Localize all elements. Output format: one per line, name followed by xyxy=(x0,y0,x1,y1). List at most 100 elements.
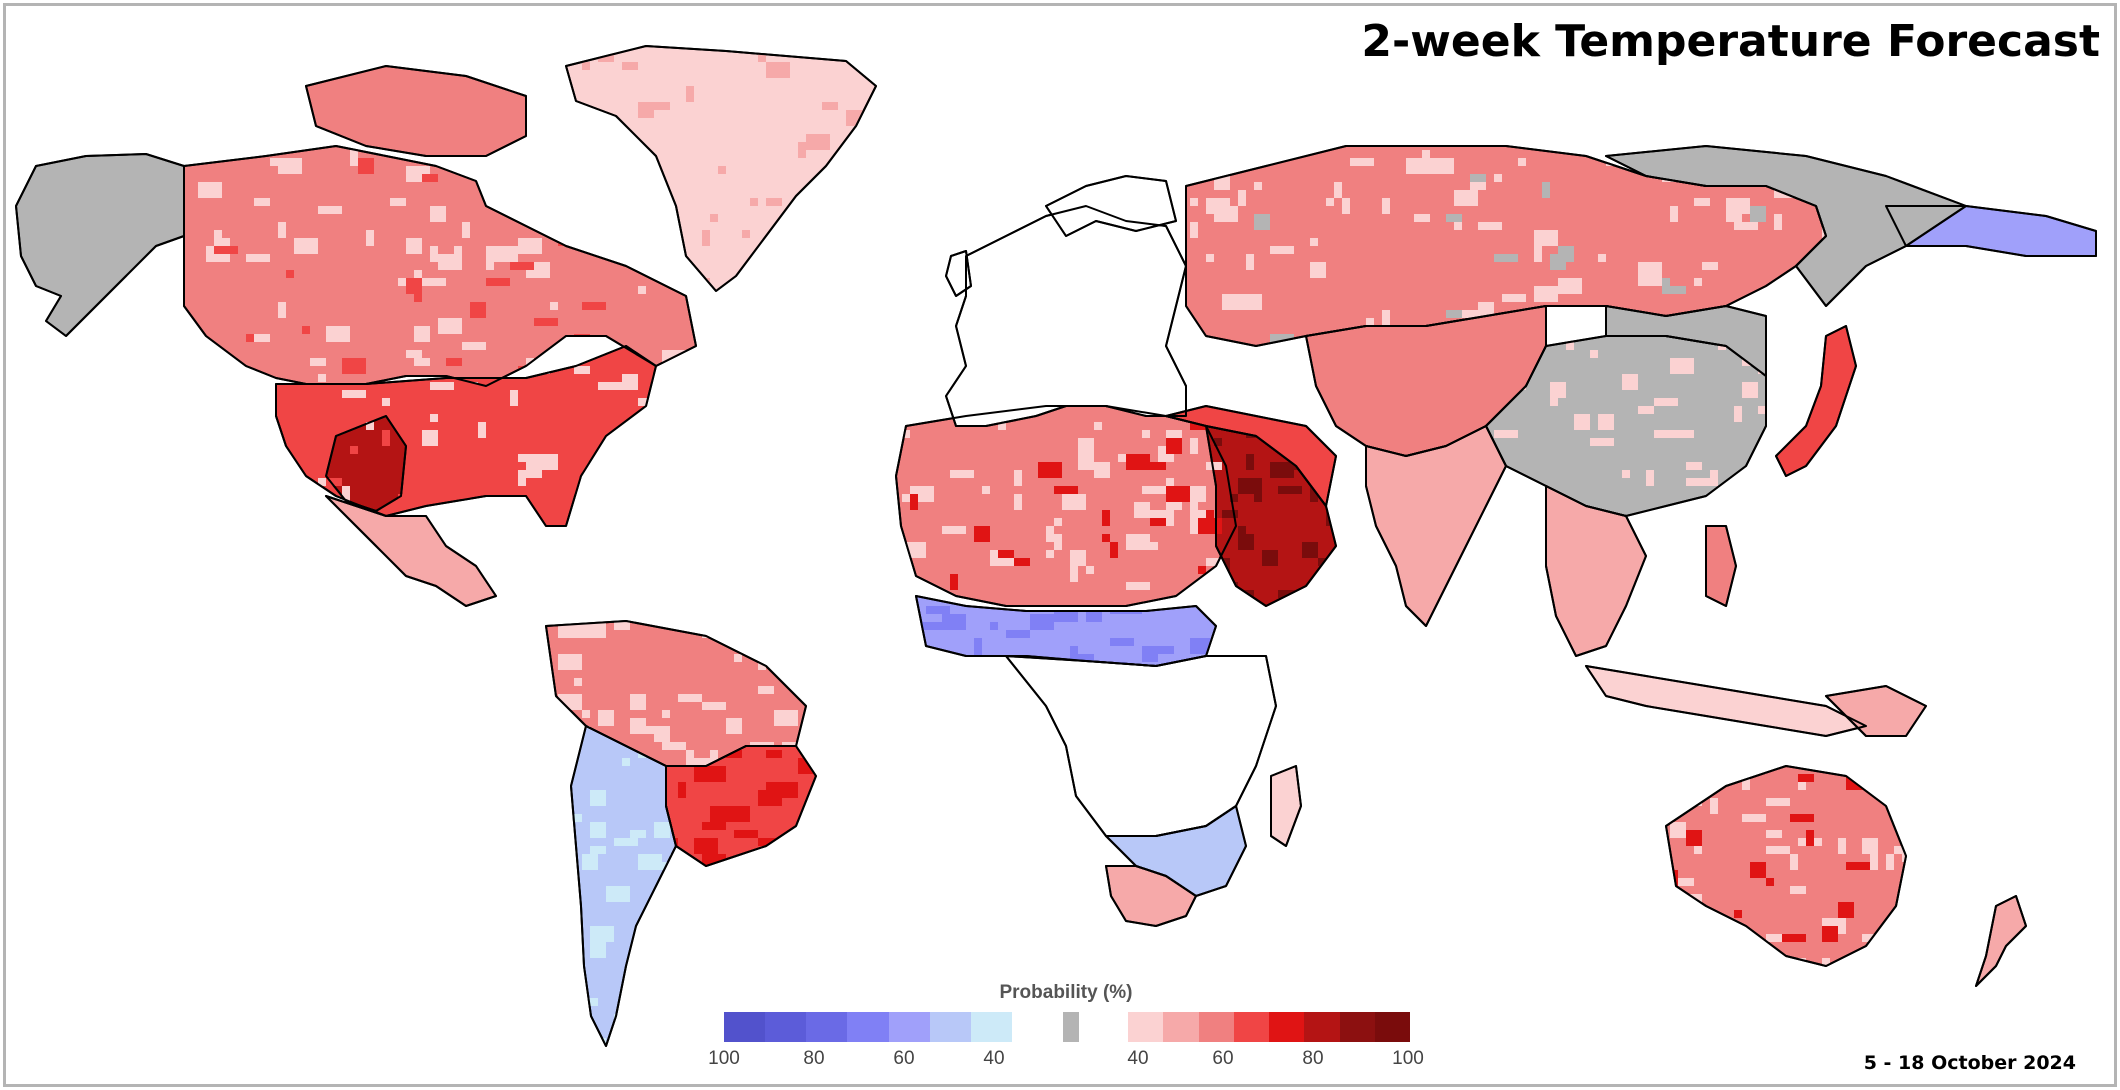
grid-cell xyxy=(742,230,750,238)
grid-cell xyxy=(1702,918,1718,926)
grid-cell xyxy=(318,206,342,214)
grid-cell xyxy=(678,694,702,702)
grid-cell xyxy=(614,430,638,446)
grid-cell xyxy=(926,606,950,614)
grid-cell xyxy=(414,278,438,286)
region-europe[interactable] xyxy=(945,205,1187,427)
grid-cell xyxy=(1110,638,1134,646)
neutral-color xyxy=(1063,1012,1079,1042)
grid-cell xyxy=(1222,510,1238,518)
grid-cell xyxy=(1862,934,1878,942)
grid-cell xyxy=(462,342,486,350)
grid-cell xyxy=(438,158,446,166)
grid-cell xyxy=(1766,830,1782,838)
border-mexico xyxy=(325,495,497,607)
border-patagonia xyxy=(570,725,677,1047)
grid-cell xyxy=(342,486,350,502)
world-map[interactable] xyxy=(6,6,2114,1084)
grid-cell xyxy=(1406,158,1430,174)
grid-cell xyxy=(1686,478,1710,486)
grid-cell xyxy=(1070,654,1094,662)
grid-cell xyxy=(638,230,654,246)
region-new-zealand[interactable] xyxy=(1975,895,2027,987)
grid-cell xyxy=(1222,294,1238,310)
grid-cell xyxy=(590,182,598,190)
grid-cell xyxy=(318,502,326,510)
grid-cell xyxy=(678,270,686,278)
grid-cell xyxy=(654,454,656,462)
grid-cell xyxy=(974,526,990,542)
grid-cell xyxy=(582,710,590,718)
cold-swatch-6 xyxy=(970,1012,1012,1042)
grid-cell xyxy=(670,894,676,902)
grid-cell xyxy=(662,710,670,718)
grid-cell xyxy=(1734,222,1758,230)
region-philippines[interactable] xyxy=(1705,525,1737,607)
grid-cell xyxy=(1766,846,1790,854)
border-sahel xyxy=(915,595,1217,667)
grid-cell xyxy=(1790,814,1814,822)
border-new-zealand xyxy=(1975,895,2027,987)
grid-cell xyxy=(790,646,806,654)
border-canada xyxy=(183,145,697,387)
grid-cell xyxy=(1166,486,1190,502)
border-philippines xyxy=(1705,525,1737,607)
grid-cell xyxy=(518,182,542,190)
cold-tick-80: 80 xyxy=(803,1048,825,1069)
grid-cell xyxy=(1342,198,1350,214)
grid-cell xyxy=(1190,166,1198,182)
grid-cell xyxy=(702,854,726,866)
grid-cell xyxy=(702,230,710,246)
grid-cell xyxy=(622,886,630,894)
grid-cell xyxy=(718,862,734,866)
grid-cell xyxy=(1190,222,1198,238)
grid-cell xyxy=(1006,630,1030,638)
grid-cell xyxy=(294,238,318,254)
grid-cell xyxy=(1822,230,1826,238)
grid-cell xyxy=(1054,606,1078,622)
grid-cell xyxy=(358,158,374,174)
grid-cell xyxy=(614,518,630,526)
grid-cell xyxy=(590,846,606,854)
grid-cell xyxy=(582,622,606,638)
grid-cell xyxy=(318,374,326,382)
grid-cell xyxy=(1550,254,1566,270)
grid-cell xyxy=(1230,590,1254,606)
region-arctic-canada-islands[interactable] xyxy=(305,65,527,157)
grid-cell xyxy=(1622,374,1638,390)
grid-cell xyxy=(438,254,462,270)
grid-cell xyxy=(942,526,966,534)
grid-cell xyxy=(1470,174,1486,182)
grid-cell xyxy=(526,182,542,190)
grid-cell xyxy=(1798,774,1814,782)
grid-cell xyxy=(694,758,718,766)
grid-cell xyxy=(1894,846,1906,854)
region-mexico[interactable] xyxy=(325,495,497,607)
grid-cell xyxy=(582,302,606,310)
grid-cell xyxy=(726,750,742,758)
grid-cell xyxy=(518,470,526,486)
warm-swatch-7 xyxy=(1374,1012,1410,1042)
grid-cell xyxy=(654,1030,662,1038)
grid-cell xyxy=(1198,598,1214,606)
grid-cell xyxy=(766,750,782,758)
grid-cell xyxy=(222,358,230,366)
grid-cell xyxy=(1758,406,1766,414)
grid-cell xyxy=(278,158,302,174)
grid-cell xyxy=(494,246,518,262)
grid-cell xyxy=(862,286,876,291)
grid-cell xyxy=(422,430,438,446)
grid-cell xyxy=(686,86,694,102)
grid-cell xyxy=(502,166,518,174)
grid-cell xyxy=(598,710,614,726)
region-india[interactable] xyxy=(1365,425,1507,627)
grid-cell xyxy=(382,398,390,406)
grid-cell xyxy=(1670,934,1686,950)
grid-cell xyxy=(1694,278,1702,286)
grid-cell xyxy=(414,406,422,422)
border-scandinavia xyxy=(1045,175,1177,237)
grid-cell xyxy=(630,1038,646,1046)
grid-cell xyxy=(438,318,462,334)
grid-cell xyxy=(1686,942,1694,958)
warm-tick-60: 60 xyxy=(1212,1048,1234,1069)
